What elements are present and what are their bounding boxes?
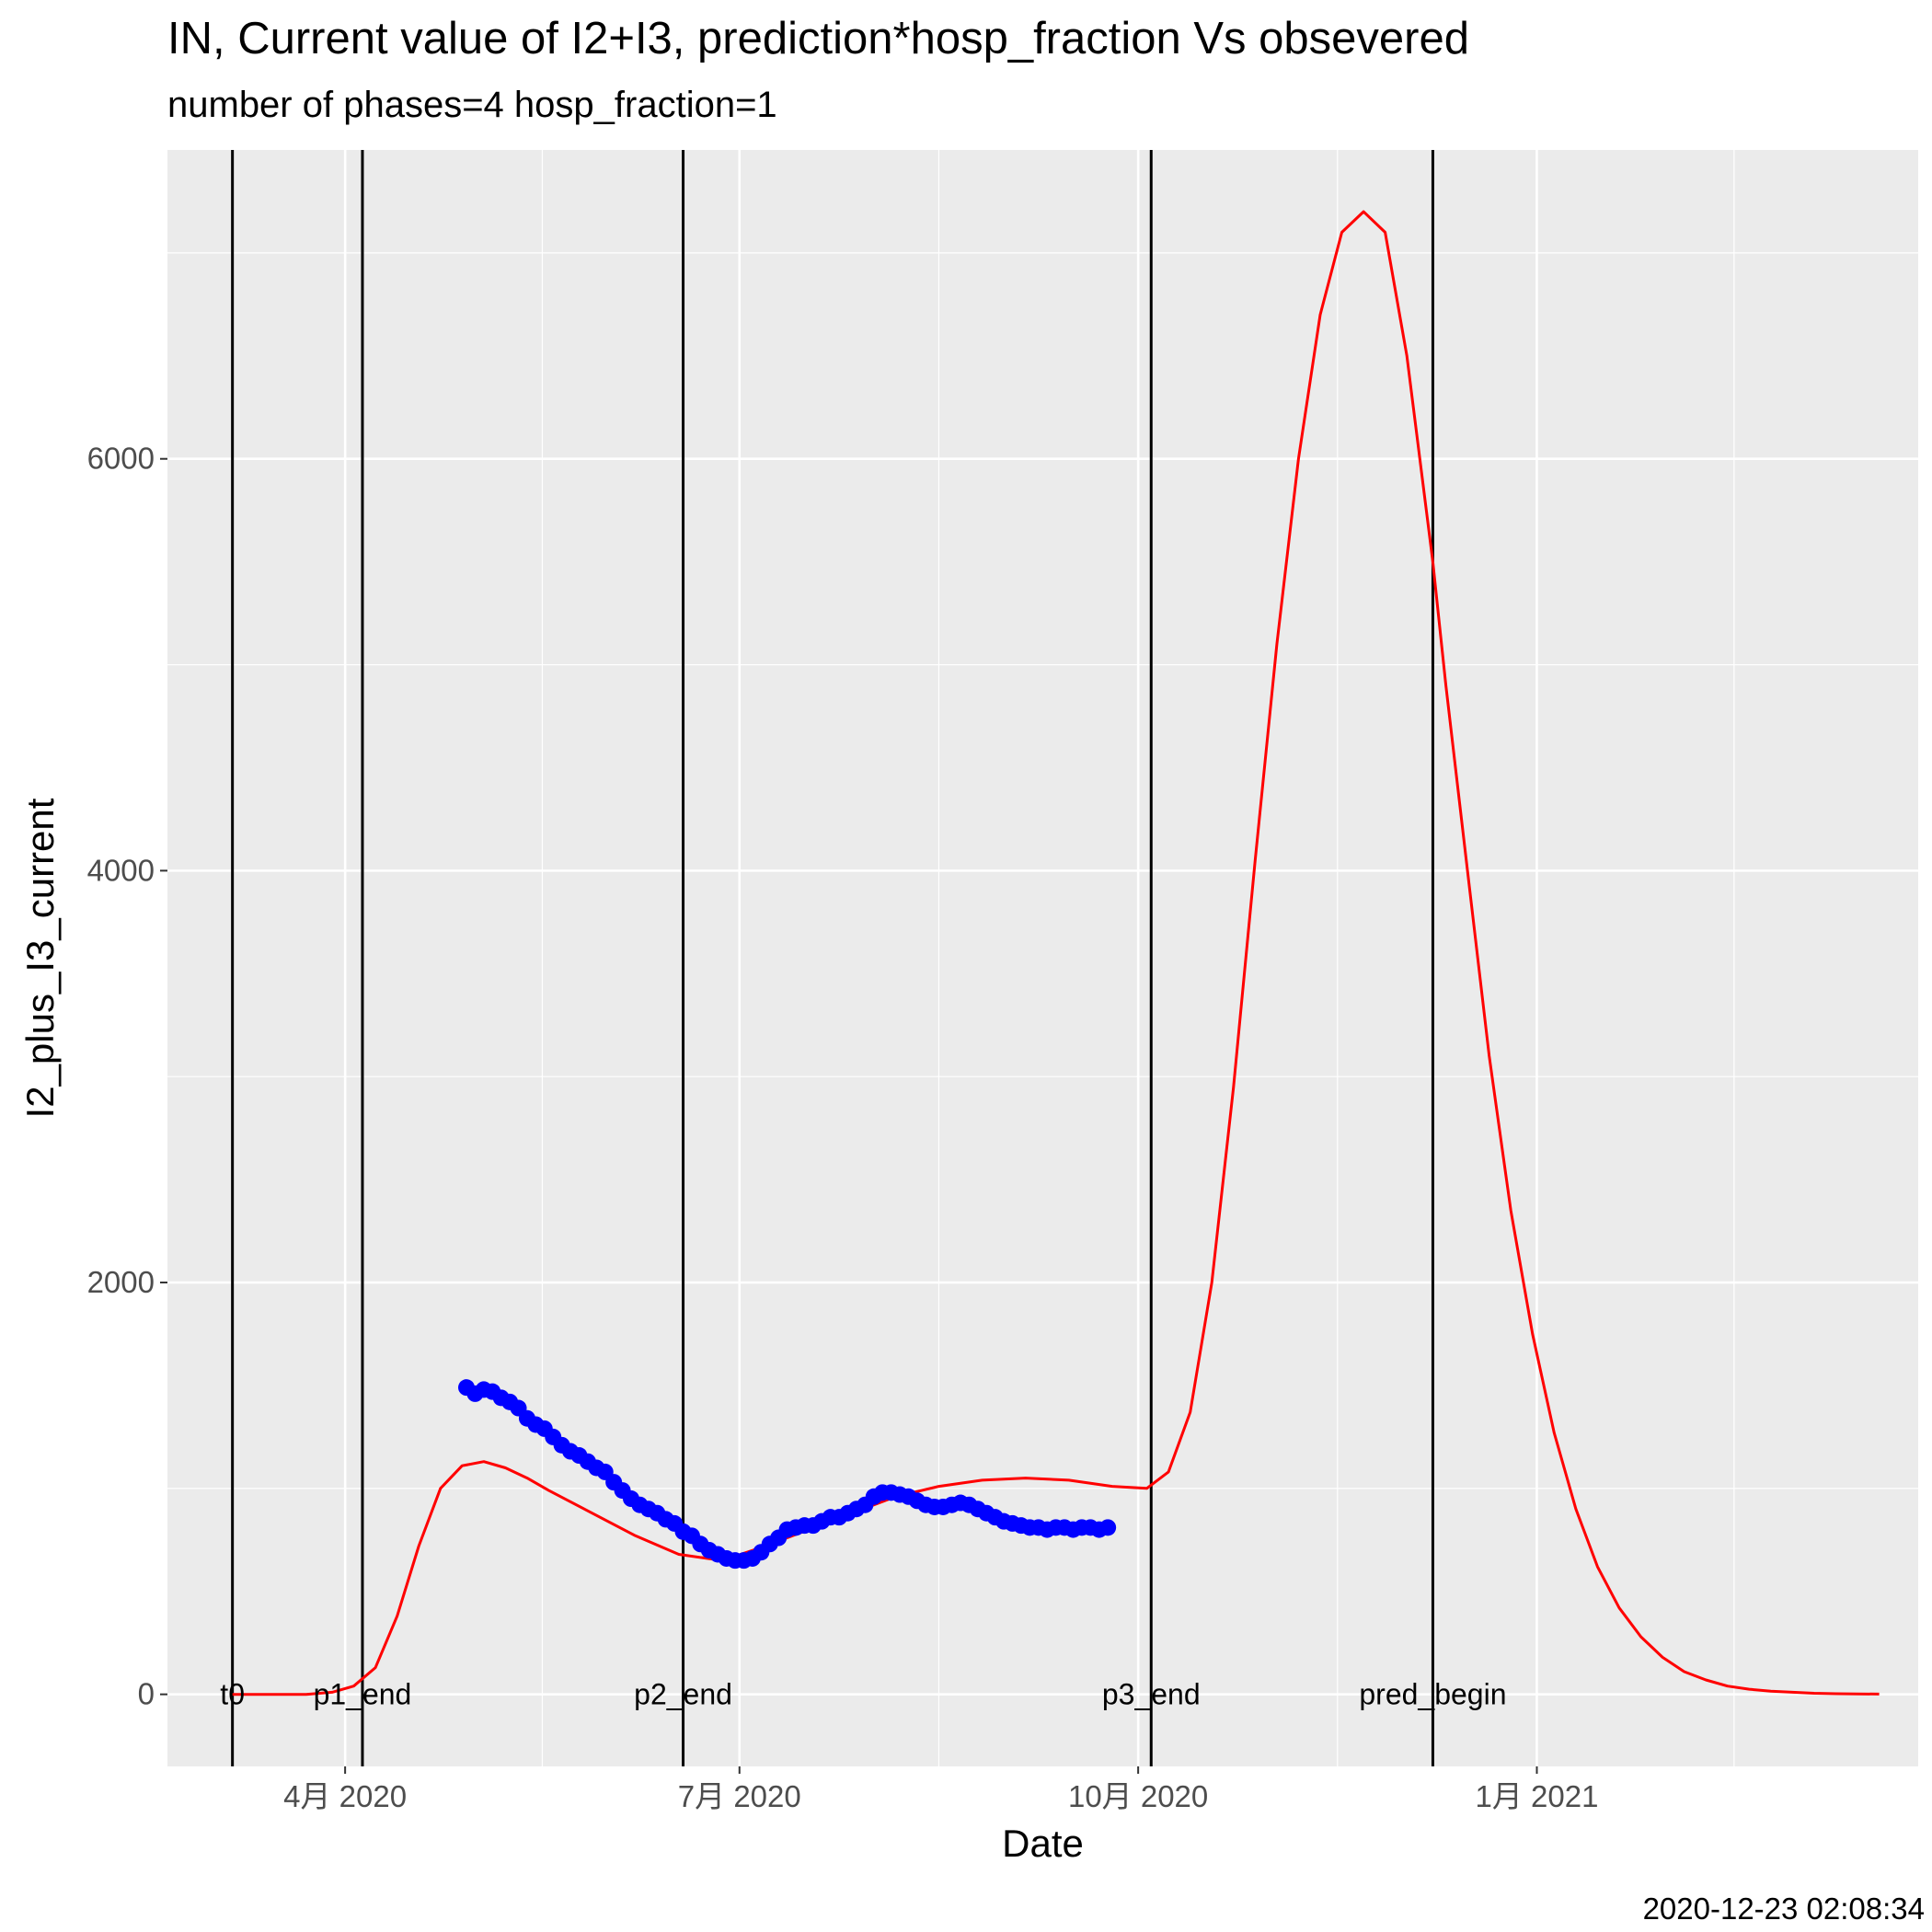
x-tick-label: 1月 2021 xyxy=(1476,1779,1599,1813)
chart-subtitle: number of phases=4 hosp_fraction=1 xyxy=(167,85,777,125)
x-tick-label: 4月 2020 xyxy=(283,1779,407,1813)
timestamp-caption: 2020-12-23 02:08:34 xyxy=(1642,1892,1925,1926)
vline-label-p2_end: p2_end xyxy=(634,1678,732,1711)
x-axis-title: Date xyxy=(1002,1822,1084,1865)
y-tick-label: 6000 xyxy=(87,442,155,476)
observed-point xyxy=(1099,1519,1117,1536)
vline-label-t0: t0 xyxy=(220,1678,245,1711)
x-tick-label: 7月 2020 xyxy=(678,1779,801,1813)
vline-label-p1_end: p1_end xyxy=(314,1678,412,1711)
vline-label-p3_end: p3_end xyxy=(1102,1678,1201,1711)
chart-title: IN, Current value of I2+I3, prediction*h… xyxy=(167,14,1469,63)
grid-minor xyxy=(167,150,1918,1766)
axes: 0 2000 4000 6000 4月 2020 7月 2020 10月 2020 1月 20… xyxy=(87,442,1599,1813)
observed-series xyxy=(458,1379,1117,1570)
predicted-series xyxy=(232,210,1880,1696)
plot-panel xyxy=(167,150,1918,1766)
y-tick-label: 0 xyxy=(138,1677,155,1711)
x-tick-label: 10月 2020 xyxy=(1068,1779,1208,1813)
vline-label-pred_begin: pred_begin xyxy=(1359,1678,1506,1711)
predicted-line xyxy=(232,210,1880,1696)
y-tick-label: 4000 xyxy=(87,853,155,887)
y-tick-label: 2000 xyxy=(87,1265,155,1299)
grid-major xyxy=(167,150,1918,1766)
phase-vline-labels: t0 p1_end p2_end p3_end pred_begin xyxy=(220,1678,1506,1711)
y-axis-title: I2_plus_I3_current xyxy=(18,798,62,1118)
phase-vlines xyxy=(231,150,1434,1766)
